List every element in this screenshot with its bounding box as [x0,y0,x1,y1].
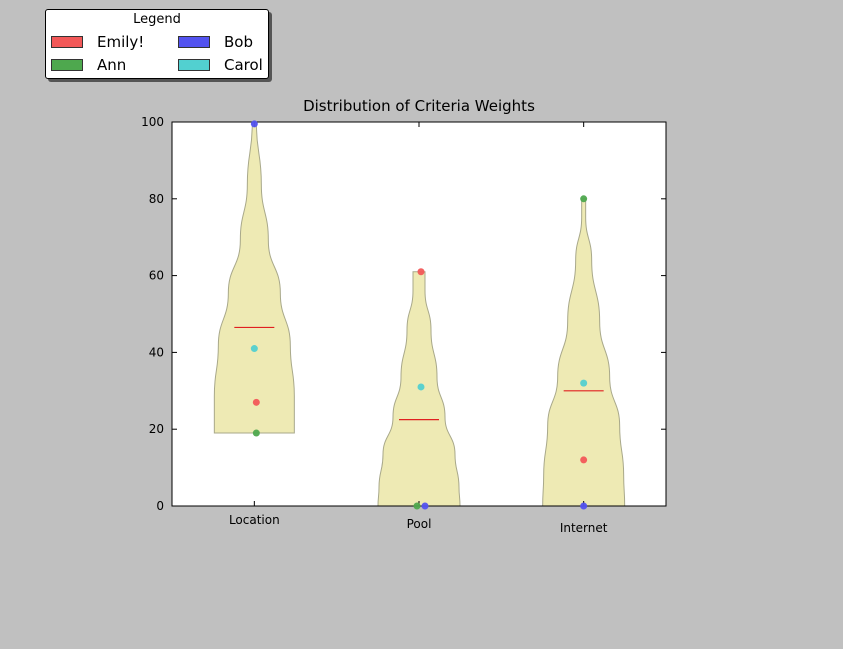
y-tick-label-40: 40 [149,345,164,359]
legend-swatch-ann [51,59,83,71]
legend-swatch-emily [51,36,83,48]
x-tick-label-location: Location [229,513,280,527]
point-emily-pool [417,268,425,276]
legend-swatch-carol [178,59,210,71]
point-carol-pool [417,383,425,391]
point-carol-internet [580,379,588,387]
point-emily-internet [580,456,588,464]
y-tick-label-60: 60 [149,269,164,283]
x-tick-label-internet: Internet [560,521,608,535]
point-bob-pool [421,502,429,510]
y-tick-label-80: 80 [149,192,164,206]
point-emily-location [252,398,260,406]
point-bob-location [250,120,258,128]
point-carol-location [250,345,258,353]
y-tick-label-0: 0 [156,499,164,513]
point-ann-pool [413,502,421,510]
legend-swatch-bob [178,36,210,48]
legend-label-carol: Carol [224,56,263,74]
y-tick-label-100: 100 [141,115,164,129]
legend-label-bob: Bob [224,33,253,51]
point-ann-location [252,429,260,437]
legend-label-emily: Emily! [97,33,145,51]
point-ann-internet [580,195,588,203]
legend-title: Legend [133,12,181,27]
y-tick-label-20: 20 [149,422,164,436]
legend-label-ann: Ann [97,56,127,74]
legend: Legend Emily! Bob Ann Carol [45,9,269,79]
x-tick-label-pool: Pool [407,517,432,531]
point-bob-internet [580,502,588,510]
chart-title: Distribution of Criteria Weights [303,97,535,115]
